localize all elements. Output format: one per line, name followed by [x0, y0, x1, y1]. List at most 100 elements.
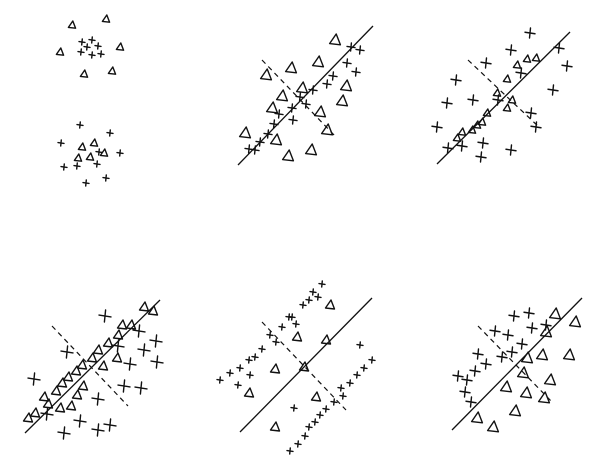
triangle-marker: [29, 407, 41, 418]
cross-marker: [561, 60, 573, 72]
cross-marker: [496, 351, 508, 363]
cross-marker: [360, 364, 368, 372]
cross-marker: [290, 404, 298, 412]
cross-marker: [553, 42, 565, 54]
cross-marker: [78, 38, 86, 46]
cross-marker: [93, 160, 101, 168]
panel-bottom-left: [22, 299, 164, 440]
triangle-marker: [507, 95, 517, 104]
cross-marker: [88, 36, 96, 44]
cross-marker: [266, 331, 274, 339]
cross-marker: [106, 129, 114, 137]
cross-marker: [477, 137, 489, 149]
cross-marker: [339, 392, 347, 400]
triangle-marker: [477, 117, 487, 126]
cross-marker: [83, 43, 91, 51]
cross-marker: [77, 48, 85, 56]
triangle-marker: [531, 53, 541, 62]
cross-marker: [117, 379, 131, 393]
triangle-marker: [101, 14, 111, 23]
triangle-marker: [102, 337, 114, 348]
cross-marker: [251, 353, 259, 361]
triangle-marker: [243, 387, 255, 398]
cross-marker: [301, 432, 309, 440]
cross-marker: [467, 94, 479, 106]
separator-dashed-line: [261, 321, 347, 411]
cross-marker: [27, 372, 41, 386]
cross-marker: [547, 84, 559, 96]
triangle-marker: [281, 149, 295, 162]
cross-marker: [492, 94, 504, 106]
triangle-marker: [502, 74, 512, 83]
separator-dashed-line: [261, 59, 336, 137]
cross-marker: [57, 139, 65, 147]
cross-marker: [441, 97, 453, 109]
cross-marker: [523, 307, 535, 319]
cross-marker: [516, 338, 528, 350]
cross-marker: [505, 144, 517, 156]
cross-marker: [330, 398, 338, 406]
triangle-marker: [111, 352, 123, 363]
triangle-marker: [467, 125, 477, 134]
cross-marker: [314, 293, 322, 301]
cross-marker: [301, 99, 311, 109]
cross-marker: [524, 27, 536, 39]
cross-marker: [526, 322, 538, 334]
cross-marker: [506, 346, 518, 358]
cross-marker: [149, 334, 163, 348]
cross-marker: [57, 426, 71, 440]
cross-marker: [287, 103, 297, 113]
triangle-marker: [472, 120, 482, 129]
separator-solid-line: [436, 31, 571, 165]
triangle-marker: [298, 361, 310, 372]
cross-marker: [480, 57, 492, 69]
cross-marker: [452, 370, 464, 382]
cross-marker: [263, 129, 273, 139]
cross-marker: [294, 440, 302, 448]
triangle-marker: [508, 404, 522, 417]
cross-marker: [216, 376, 224, 384]
cross-marker: [355, 45, 365, 55]
triangle-marker: [147, 305, 159, 316]
triangle-marker: [50, 385, 62, 396]
triangle-marker: [138, 301, 150, 312]
triangle-marker: [275, 89, 289, 102]
triangle-marker: [335, 94, 349, 107]
cross-marker: [82, 179, 90, 187]
triangle-marker: [71, 389, 83, 400]
cross-marker: [311, 418, 319, 426]
triangle-marker: [238, 126, 252, 139]
cross-marker: [234, 381, 242, 389]
cross-marker: [540, 319, 552, 331]
cross-marker: [530, 121, 542, 133]
cross-marker: [508, 310, 520, 322]
triangle-marker: [310, 391, 322, 402]
cross-marker: [94, 42, 102, 50]
triangle-marker: [269, 133, 283, 146]
cross-marker: [102, 174, 110, 182]
cross-marker: [322, 79, 332, 89]
cross-marker: [286, 447, 294, 455]
cross-marker: [97, 50, 105, 58]
cross-marker: [305, 296, 313, 304]
cross-marker: [461, 374, 473, 386]
triangle-marker: [54, 402, 66, 413]
triangle-marker: [328, 33, 342, 46]
cross-marker: [274, 109, 284, 119]
cross-marker: [88, 51, 96, 59]
triangle-marker: [516, 366, 530, 379]
triangle-marker: [339, 79, 353, 92]
cross-marker: [288, 115, 298, 125]
triangle-marker: [38, 391, 50, 402]
triangle-marker: [97, 360, 109, 371]
cross-marker: [465, 396, 477, 408]
cross-marker: [368, 356, 376, 364]
cross-marker: [116, 149, 124, 157]
cross-marker: [469, 365, 481, 377]
triangle-marker: [522, 54, 532, 63]
triangle-marker: [535, 348, 549, 361]
triangle-marker: [107, 66, 117, 75]
separator-solid-line: [451, 297, 583, 431]
panel-top-middle: [237, 25, 374, 166]
triangle-marker: [265, 101, 279, 114]
